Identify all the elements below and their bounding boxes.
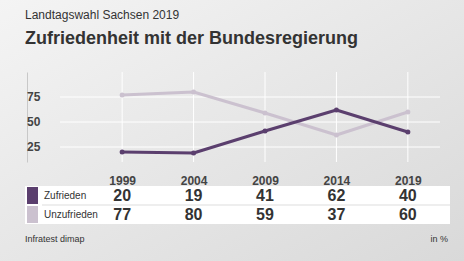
grid bbox=[60, 72, 440, 162]
plot-area bbox=[120, 90, 411, 156]
subtitle: Landtagswahl Sachsen 2019 bbox=[25, 8, 179, 22]
grid-line bbox=[60, 97, 440, 98]
background bbox=[0, 0, 464, 261]
data-label: 80 bbox=[185, 206, 203, 223]
legend-label: Zufrieden bbox=[44, 190, 86, 201]
title: Zufriedenheit mit der Bundesregierung bbox=[25, 28, 358, 48]
legend-label: Unzufrieden bbox=[44, 209, 98, 220]
tick-label: 25 bbox=[27, 140, 41, 154]
tick: 2014 bbox=[324, 174, 351, 188]
tick: 75 bbox=[27, 90, 41, 104]
unit: in % bbox=[430, 234, 448, 244]
grid-line bbox=[60, 147, 440, 148]
point bbox=[405, 130, 410, 135]
data-table: Zufrieden 20 19 41 62 40 Unzufrieden 77 80 59 37 60 bbox=[25, 186, 450, 224]
tick: 1999 bbox=[109, 174, 136, 188]
data-label: 41 bbox=[256, 187, 274, 204]
data-label: 40 bbox=[399, 187, 417, 204]
line bbox=[122, 110, 408, 153]
tick: 50 bbox=[27, 115, 41, 129]
data-label: 37 bbox=[328, 206, 346, 223]
data-label: 19 bbox=[185, 187, 203, 204]
tick: 25 bbox=[27, 140, 41, 154]
tick: 2009 bbox=[252, 174, 279, 188]
source: Infratest dimap bbox=[25, 234, 85, 244]
tick-label: 1999 bbox=[109, 174, 136, 188]
grid-line bbox=[122, 72, 123, 162]
grid-line bbox=[265, 72, 266, 162]
y-axis: 25 50 75 bbox=[27, 73, 41, 163]
tick-label: 2004 bbox=[181, 174, 208, 188]
data-label: 62 bbox=[328, 187, 346, 204]
point bbox=[334, 108, 339, 113]
point bbox=[191, 90, 196, 95]
point bbox=[120, 150, 125, 155]
chart: Landtagswahl Sachsen 2019 Zufriedenheit m… bbox=[0, 0, 464, 261]
point bbox=[120, 93, 125, 98]
data-label: 77 bbox=[113, 206, 131, 223]
tick-label: 2014 bbox=[324, 174, 351, 188]
legend-swatch bbox=[27, 187, 38, 204]
tick-label: 75 bbox=[27, 90, 41, 104]
legend-swatch bbox=[27, 206, 38, 223]
tick: 2004 bbox=[181, 174, 208, 188]
row-separator bbox=[42, 205, 450, 206]
point bbox=[263, 129, 268, 134]
table-background bbox=[25, 186, 450, 224]
point bbox=[405, 110, 410, 115]
point bbox=[334, 133, 339, 138]
point bbox=[263, 111, 268, 116]
x-axis: 1999 2004 2009 2014 2019 bbox=[109, 174, 422, 188]
data-label: 59 bbox=[256, 206, 274, 223]
grid-line bbox=[407, 72, 408, 162]
tick-label: 2019 bbox=[395, 174, 422, 188]
data-label: 20 bbox=[113, 187, 131, 204]
tick-label: 2009 bbox=[252, 174, 279, 188]
grid-line bbox=[336, 72, 337, 162]
tick-label: 50 bbox=[27, 115, 41, 129]
grid-line bbox=[60, 122, 440, 123]
grid-line bbox=[193, 72, 194, 162]
data-label: 60 bbox=[399, 206, 417, 223]
tick: 2019 bbox=[395, 174, 422, 188]
line bbox=[122, 92, 408, 135]
point bbox=[191, 151, 196, 156]
